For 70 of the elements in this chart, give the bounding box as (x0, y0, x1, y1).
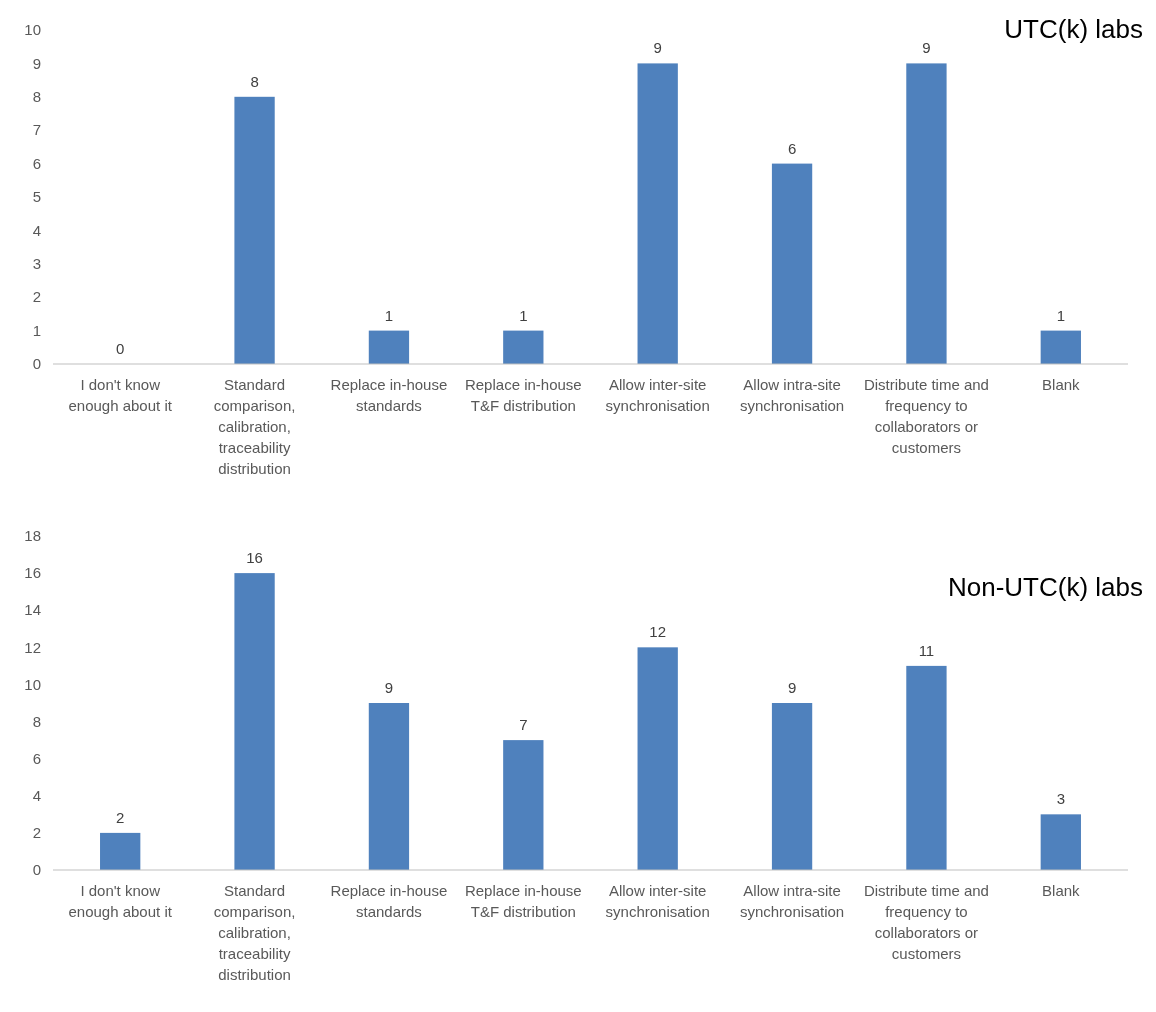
data-label: 7 (519, 716, 528, 734)
y-tick-label: 10 (24, 675, 41, 693)
x-tick-label: I don't know enough about it (68, 882, 173, 920)
x-tick-label: Replace in-house T&F distribution (464, 376, 582, 414)
x-tick-label: Blank (1042, 882, 1081, 899)
x-tick-label: Blank (1042, 376, 1081, 393)
y-tick-label: 4 (32, 787, 41, 805)
data-label: 1 (1056, 306, 1065, 324)
y-tick-label: 9 (32, 54, 41, 72)
bar (1040, 330, 1081, 364)
data-label: 8 (250, 72, 259, 90)
data-label: 1 (519, 306, 528, 324)
bar (368, 703, 410, 870)
data-label: 16 (246, 549, 263, 567)
bar (100, 832, 141, 870)
y-tick-label: 14 (24, 601, 41, 619)
x-tick-label: Allow intra-site synchronisation (739, 376, 845, 414)
text: Non-UTC(k) labs (947, 572, 1143, 602)
x-tick-label: Replace in-house T&F distribution (464, 882, 582, 920)
y-tick-label: 10 (24, 21, 41, 39)
x-tick-label: Allow inter-site synchronisation (605, 376, 710, 414)
bar (771, 163, 813, 364)
x-tick-label: I don't know enough about it (68, 376, 173, 414)
bar (906, 63, 947, 364)
data-label: 1 (384, 306, 394, 324)
bar (503, 740, 544, 870)
x-tick-label: Distribute time and frequency to collaborators or customers (863, 882, 989, 962)
data-label: 9 (787, 679, 797, 696)
x-tick-label: Distribute time and frequency to collaborators or customers (863, 376, 989, 456)
data-label: 12 (649, 623, 667, 641)
data-label: 9 (384, 679, 394, 696)
data-label: 9 (922, 39, 931, 57)
x-tick-label: Standard comparison, calibration, traceability distribution (213, 882, 296, 983)
data-label: 3 (1056, 790, 1065, 808)
bar (234, 96, 275, 364)
y-tick-label: 5 (32, 188, 41, 206)
chart-title: UTC(k) labs (1004, 14, 1143, 44)
bar (503, 330, 544, 364)
data-label: 6 (787, 139, 797, 157)
x-tick-label: Allow inter-site synchronisation (605, 882, 710, 920)
x-tick-label: Allow intra-site synchronisation (739, 882, 845, 920)
y-tick-label: 2 (32, 824, 41, 842)
y-tick-label: 2 (32, 288, 41, 306)
y-tick-label: 4 (32, 221, 41, 239)
y-tick-label: 7 (32, 121, 41, 139)
bar (771, 703, 813, 870)
bar (234, 573, 275, 870)
y-tick-label: 8 (32, 712, 41, 730)
x-tick-label: Standard comparison, calibration, traceability distribution (213, 376, 296, 477)
y-tick-label: 0 (32, 355, 41, 373)
x-tick-label: Replace in-house standards (330, 376, 448, 414)
y-tick-label: 16 (24, 564, 41, 582)
y-tick-label: 6 (32, 154, 41, 172)
bar (637, 63, 678, 364)
data-label: 9 (653, 39, 662, 57)
y-tick-label: 18 (24, 527, 41, 545)
y-tick-label: 0 (32, 861, 41, 879)
x-tick-label: Replace in-house standards (330, 882, 448, 920)
data-label: 2 (116, 808, 125, 826)
y-tick-label: 1 (32, 321, 41, 339)
data-label: 0 (116, 340, 125, 357)
y-tick-label: 12 (24, 638, 41, 656)
bar (637, 647, 678, 870)
data-label: 11 (918, 641, 935, 659)
bar (368, 330, 410, 364)
y-tick-label: 3 (32, 255, 41, 273)
y-tick-label: 6 (32, 749, 41, 767)
y-tick-label: 8 (32, 88, 41, 106)
bar (906, 665, 947, 870)
bar (1040, 814, 1081, 870)
